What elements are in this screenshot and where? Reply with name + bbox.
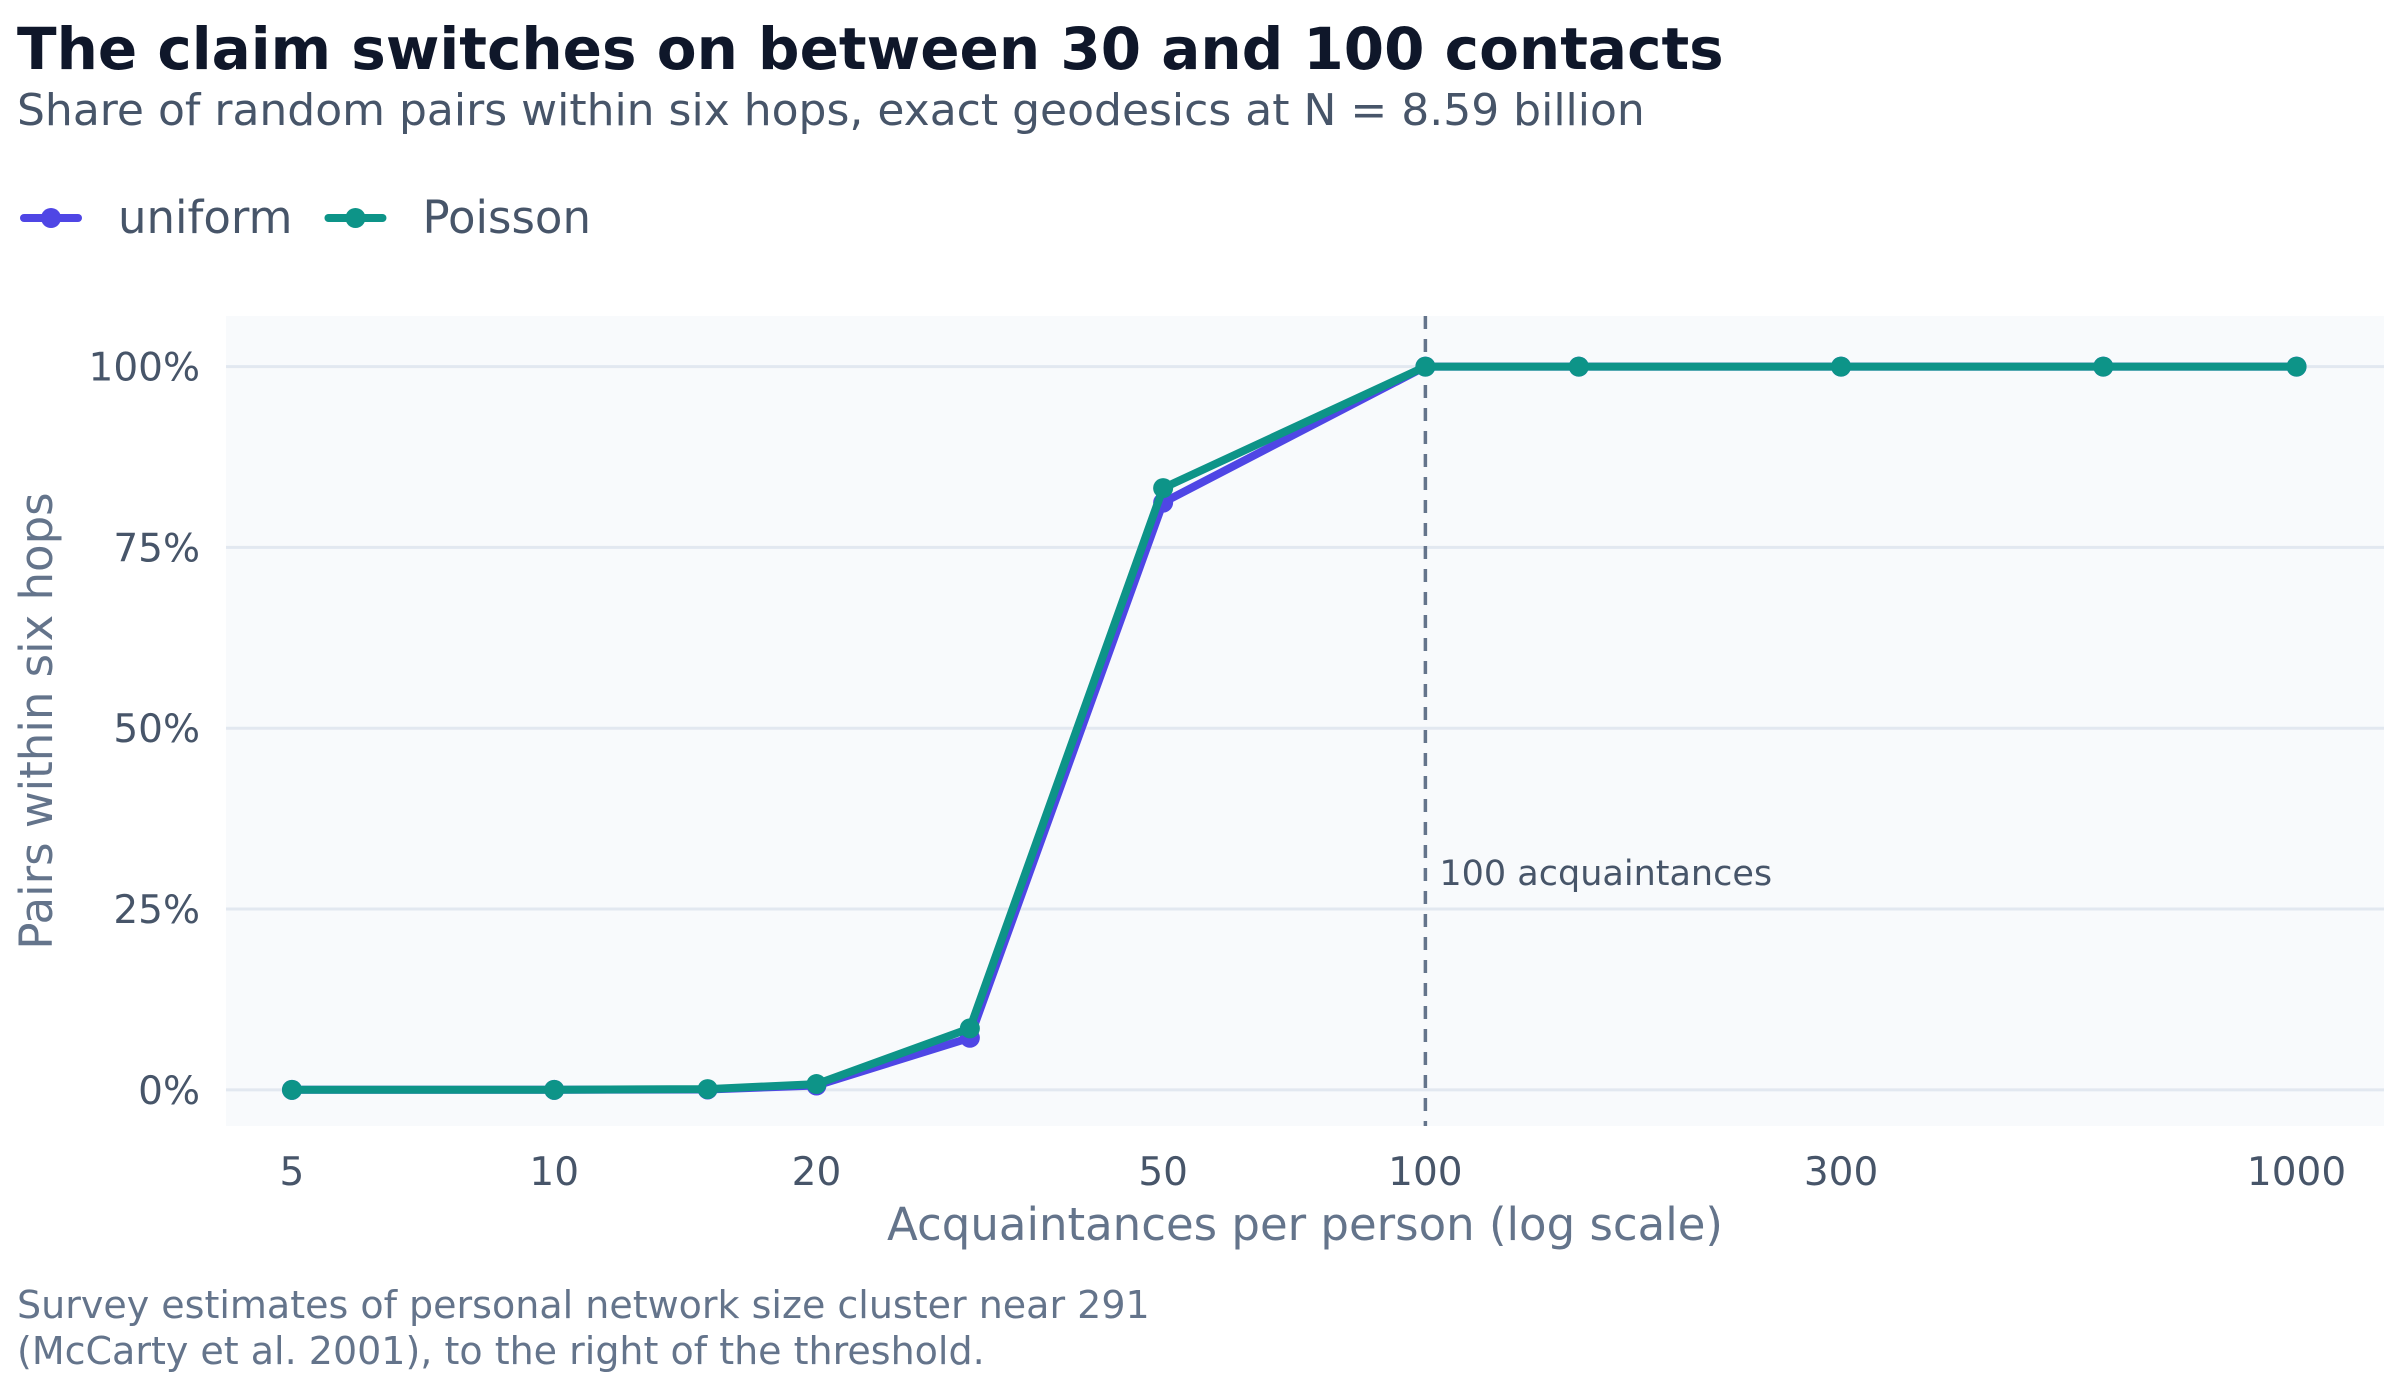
data-point-poisson [1831,356,1852,377]
y-tick-label: 50% [113,707,200,752]
y-tick-label: 25% [113,888,200,933]
threshold-label: 100 acquaintances [1439,854,1772,894]
x-axis-label: Acquaintances per person (log scale) [887,1198,1723,1251]
legend-marker-uniform [41,208,61,228]
x-tick-label: 10 [529,1150,579,1195]
data-point-poisson [2093,356,2114,377]
x-tick-label: 300 [1804,1150,1878,1195]
y-tick-label: 0% [138,1069,200,1114]
y-axis-label: Pairs within six hops [10,492,63,949]
data-point-poisson [1153,478,1174,499]
x-tick-label: 5 [280,1150,305,1195]
plot-background [226,316,2384,1126]
data-point-poisson [697,1079,718,1100]
footnote-line-1: Survey estimates of personal network siz… [17,1283,1150,1327]
data-point-poisson [806,1074,827,1095]
legend-label-poisson: Poisson [422,191,591,244]
legend-label-uniform: uniform [118,191,292,244]
data-point-poisson [2286,356,2307,377]
x-tick-label: 20 [792,1150,842,1195]
data-point-poisson [281,1079,302,1100]
data-point-poisson [544,1079,565,1100]
x-tick-label: 1000 [2247,1150,2346,1195]
legend-marker-poisson [345,208,366,228]
footnote: Survey estimates of personal network siz… [17,1282,1150,1374]
chart-subtitle: Share of random pairs within six hops, e… [17,85,1645,136]
chart-title: The claim switches on between 30 and 100… [17,15,1724,83]
y-tick-label: 100% [89,346,201,391]
data-point-poisson [1568,356,1589,377]
y-tick-label: 75% [113,526,200,571]
x-tick-label: 50 [1138,1150,1188,1195]
data-point-poisson [959,1018,980,1039]
x-tick-label: 100 [1388,1150,1462,1195]
data-point-poisson [1415,356,1436,377]
footnote-line-2: (McCarty et al. 2001), to the right of t… [17,1329,985,1373]
